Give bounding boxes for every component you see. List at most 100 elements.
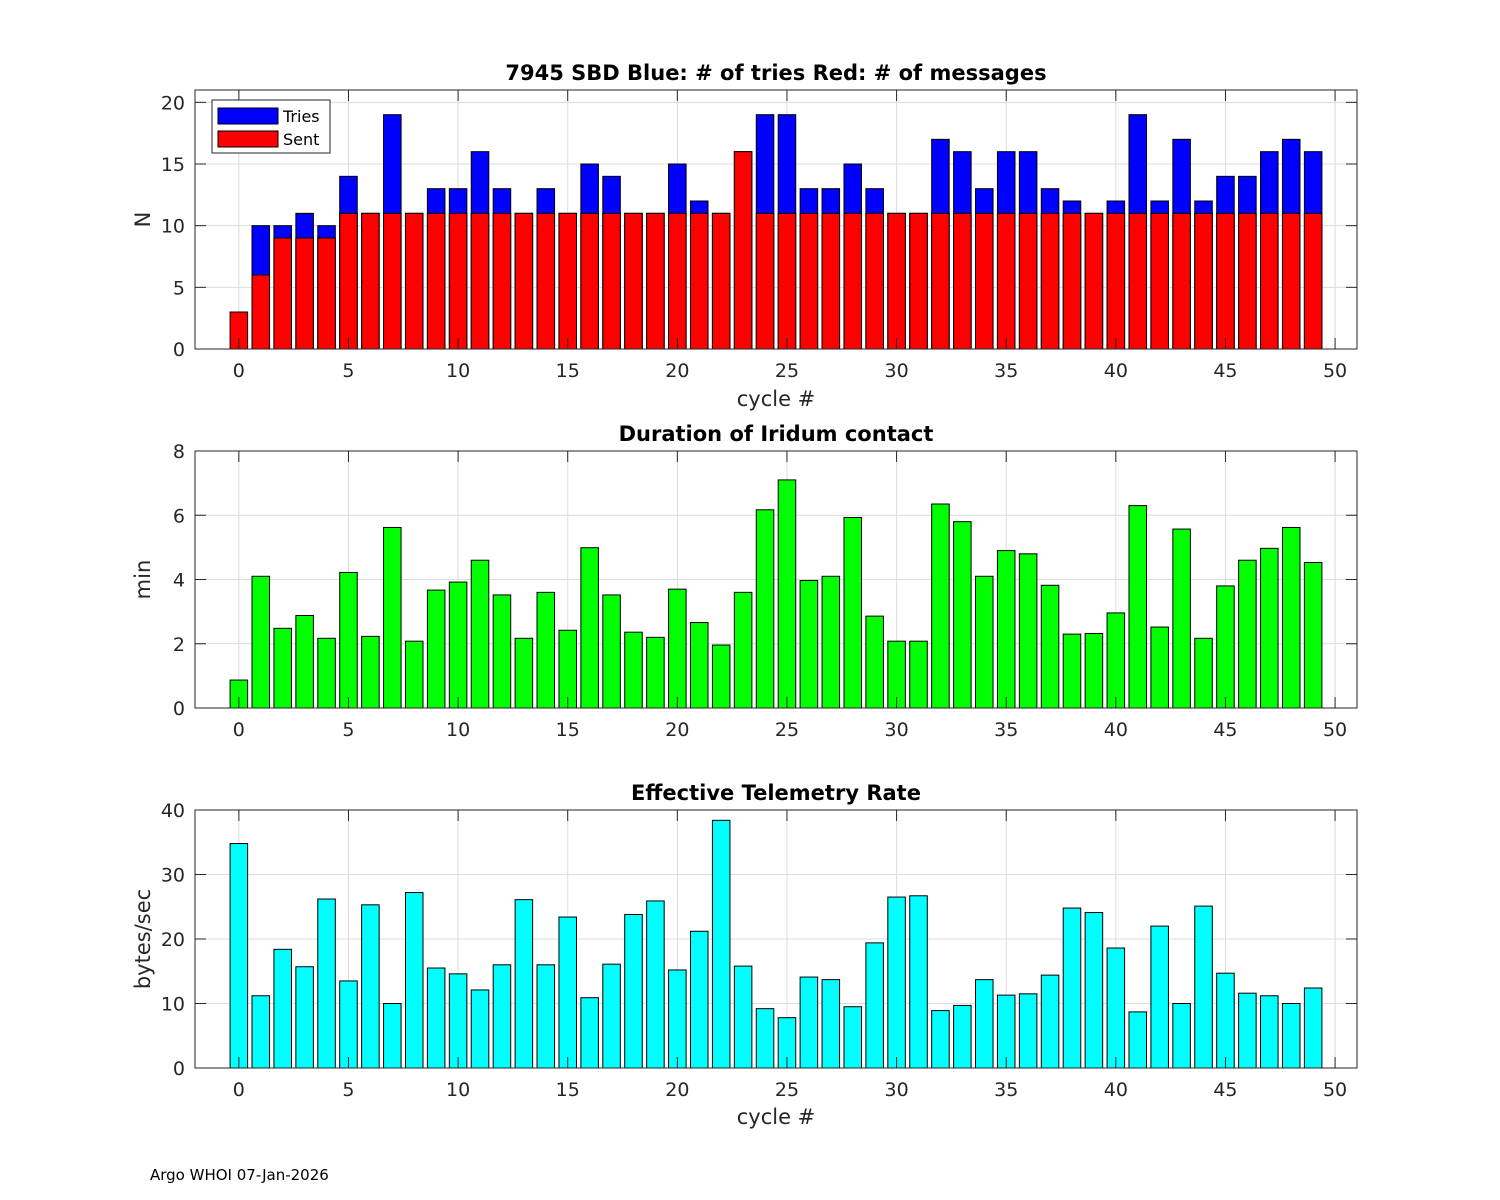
bar-rate-17	[602, 963, 621, 1069]
bar-duration-34	[975, 575, 994, 709]
y-tick-label: 20	[161, 92, 185, 114]
x-tick-label: 5	[342, 719, 354, 741]
bar-rate-34	[975, 979, 994, 1069]
bar-sent-41	[1128, 212, 1148, 350]
bar-rate-31	[909, 895, 928, 1069]
bar-duration-19	[646, 636, 665, 709]
bar-rate-29	[865, 942, 884, 1069]
x-tick-label: 15	[556, 1079, 580, 1101]
x-tick-label: 5	[342, 360, 354, 382]
bar-rate-20	[668, 969, 687, 1069]
bar-rate-9	[426, 967, 446, 1069]
chart-panel-1: 0 5 10 15 20 25 30 35 40 45 50 0 5 10 15 20 7945 SBD Blu…	[131, 61, 1358, 411]
y-axis-label: N	[131, 212, 155, 228]
y-tick-label: 15	[161, 154, 185, 176]
y-tick-label: 20	[161, 929, 185, 951]
bar-sent-42	[1150, 212, 1169, 350]
bar-sent-18	[624, 212, 643, 350]
bar-rate-48	[1281, 1003, 1301, 1069]
bar-rate-32	[931, 1010, 950, 1069]
legend: Tries Sent	[211, 99, 331, 154]
bar-sent-27	[821, 212, 841, 350]
bar-duration-20	[668, 588, 687, 709]
bar-duration-24	[755, 509, 775, 709]
bar-sent-26	[799, 212, 819, 350]
bar-duration-36	[1018, 553, 1038, 709]
x-tick-label: 0	[233, 719, 245, 741]
chart-panel-2: 0 5 10 15 20 25 30 35 40 45 50 0 2 4 6 8 Duration of Iri…	[131, 422, 1358, 741]
bar-sent-12	[492, 212, 512, 350]
bar-sent-14	[536, 212, 556, 350]
bar-sent-38	[1062, 212, 1082, 350]
x-tick-label: 0	[233, 1079, 245, 1101]
bar-rate-39	[1084, 912, 1104, 1069]
bar-duration-14	[536, 591, 556, 709]
bar-duration-33	[953, 521, 972, 709]
bar-duration-16	[580, 547, 599, 709]
bar-duration-47	[1260, 547, 1279, 709]
bar-rate-49	[1303, 987, 1323, 1069]
bar-sent-7	[383, 212, 402, 350]
bar-rate-46	[1238, 992, 1257, 1069]
bar-sent-43	[1172, 212, 1191, 350]
bar-sent-20	[668, 212, 687, 350]
y-tick-label: 10	[161, 994, 185, 1016]
x-tick-label: 50	[1323, 360, 1347, 382]
bar-sent-49	[1303, 212, 1323, 350]
bar-rate-22	[711, 819, 731, 1069]
bar-duration-32	[931, 503, 950, 709]
bar-sent-25	[777, 212, 797, 350]
bar-sent-33	[953, 212, 972, 350]
bar-duration-29	[865, 615, 884, 709]
legend-label-sent: Sent	[283, 130, 319, 149]
bar-duration-44	[1194, 637, 1213, 709]
bar-sent-1	[251, 274, 271, 350]
bar-duration-31	[909, 640, 928, 709]
bar-duration-27	[821, 575, 841, 709]
bar-duration-40	[1106, 612, 1126, 709]
legend-swatch-sent	[217, 130, 279, 148]
y-axis-label: min	[131, 560, 155, 600]
bar-duration-26	[799, 579, 819, 709]
bar-rate-10	[448, 973, 468, 1069]
bar-rate-19	[646, 900, 665, 1069]
bar-rate-1	[251, 995, 271, 1069]
x-tick-label: 20	[665, 719, 689, 741]
y-tick-label: 6	[173, 505, 185, 527]
bar-sent-9	[426, 212, 446, 350]
chart-title: 7945 SBD Blue: # of tries Red: # of mess…	[505, 61, 1046, 85]
y-tick-label: 4	[173, 570, 185, 592]
x-tick-label: 50	[1323, 719, 1347, 741]
bar-sent-48	[1281, 212, 1301, 350]
bar-duration-41	[1128, 505, 1148, 709]
x-tick-label: 30	[884, 1079, 908, 1101]
bar-duration-1	[251, 575, 271, 709]
bar-rate-33	[953, 1004, 972, 1069]
x-tick-label: 10	[446, 360, 470, 382]
bar-rate-24	[755, 1008, 775, 1069]
x-tick-label: 40	[1104, 719, 1128, 741]
bar-sent-4	[317, 237, 336, 350]
bar-sent-11	[470, 212, 490, 350]
y-tick-label: 0	[173, 1058, 185, 1080]
x-tick-label: 10	[446, 1079, 470, 1101]
bar-rate-30	[887, 896, 906, 1069]
bar-sent-13	[514, 212, 534, 350]
bar-rate-27	[821, 979, 841, 1069]
bar-duration-7	[383, 526, 402, 709]
y-tick-label: 5	[173, 277, 185, 299]
bar-rate-36	[1018, 993, 1038, 1069]
x-axis-label: cycle #	[737, 1105, 816, 1129]
bar-sent-23	[733, 151, 753, 350]
bar-sent-3	[295, 237, 314, 350]
bar-sent-46	[1238, 212, 1257, 350]
x-tick-label: 35	[994, 719, 1018, 741]
bar-rate-28	[843, 1006, 863, 1069]
bar-sent-22	[711, 212, 731, 350]
bar-sent-16	[580, 212, 599, 350]
bar-sent-39	[1084, 212, 1104, 350]
legend-swatch-tries	[217, 107, 279, 125]
bar-rate-37	[1040, 974, 1060, 1069]
bar-duration-45	[1216, 585, 1235, 709]
bar-duration-4	[317, 637, 336, 709]
